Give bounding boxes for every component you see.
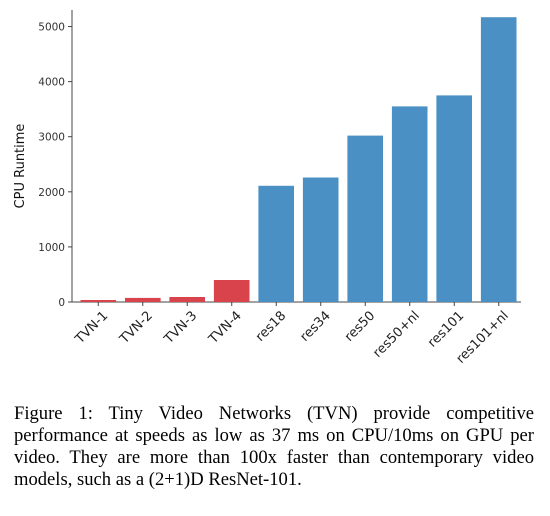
bar-tvn-1 — [80, 300, 117, 302]
x-tick-label: TVN-2 — [117, 308, 156, 347]
bar-tvn-2 — [125, 297, 161, 302]
bar-tvn-3 — [169, 297, 205, 302]
x-tick-label: TVN-4 — [206, 308, 245, 347]
y-ticks: 0 1000 2000 3000 4000 5000 — [38, 22, 72, 309]
bar-res50 — [347, 135, 383, 302]
bar-res18 — [258, 185, 294, 302]
y-tick-label: 3000 — [38, 132, 65, 144]
bars-group — [80, 17, 517, 303]
y-tick-label: 0 — [58, 297, 65, 309]
x-tick-label: res18 — [253, 308, 289, 344]
y-tick-label: 1000 — [38, 242, 65, 254]
bar-res101-nl — [480, 17, 517, 302]
y-tick-label: 4000 — [38, 77, 65, 89]
x-tick-label: res50 — [342, 308, 378, 344]
x-tick-label: res34 — [297, 308, 333, 344]
bar-res101 — [436, 95, 472, 303]
x-tick-label: res101 — [425, 308, 467, 350]
x-ticks: TVN-1 TVN-2 TVN-3 TVN-4 res18 res34 res50res50… — [72, 302, 512, 367]
bar-tvn-4 — [213, 280, 250, 302]
bar-res50-nl — [391, 106, 428, 303]
x-tick-label: TVN-1 — [72, 308, 111, 347]
x-tick-label: res50+nl — [370, 308, 422, 360]
figure-caption: Figure 1: Tiny Video Networks (TVN) prov… — [14, 403, 534, 490]
y-axis-title: CPU Runtime — [13, 124, 28, 209]
y-tick-label: 5000 — [38, 22, 65, 34]
bar-res34 — [302, 177, 339, 302]
y-tick-label: 2000 — [38, 187, 65, 199]
x-tick-label: TVN-3 — [161, 308, 200, 347]
